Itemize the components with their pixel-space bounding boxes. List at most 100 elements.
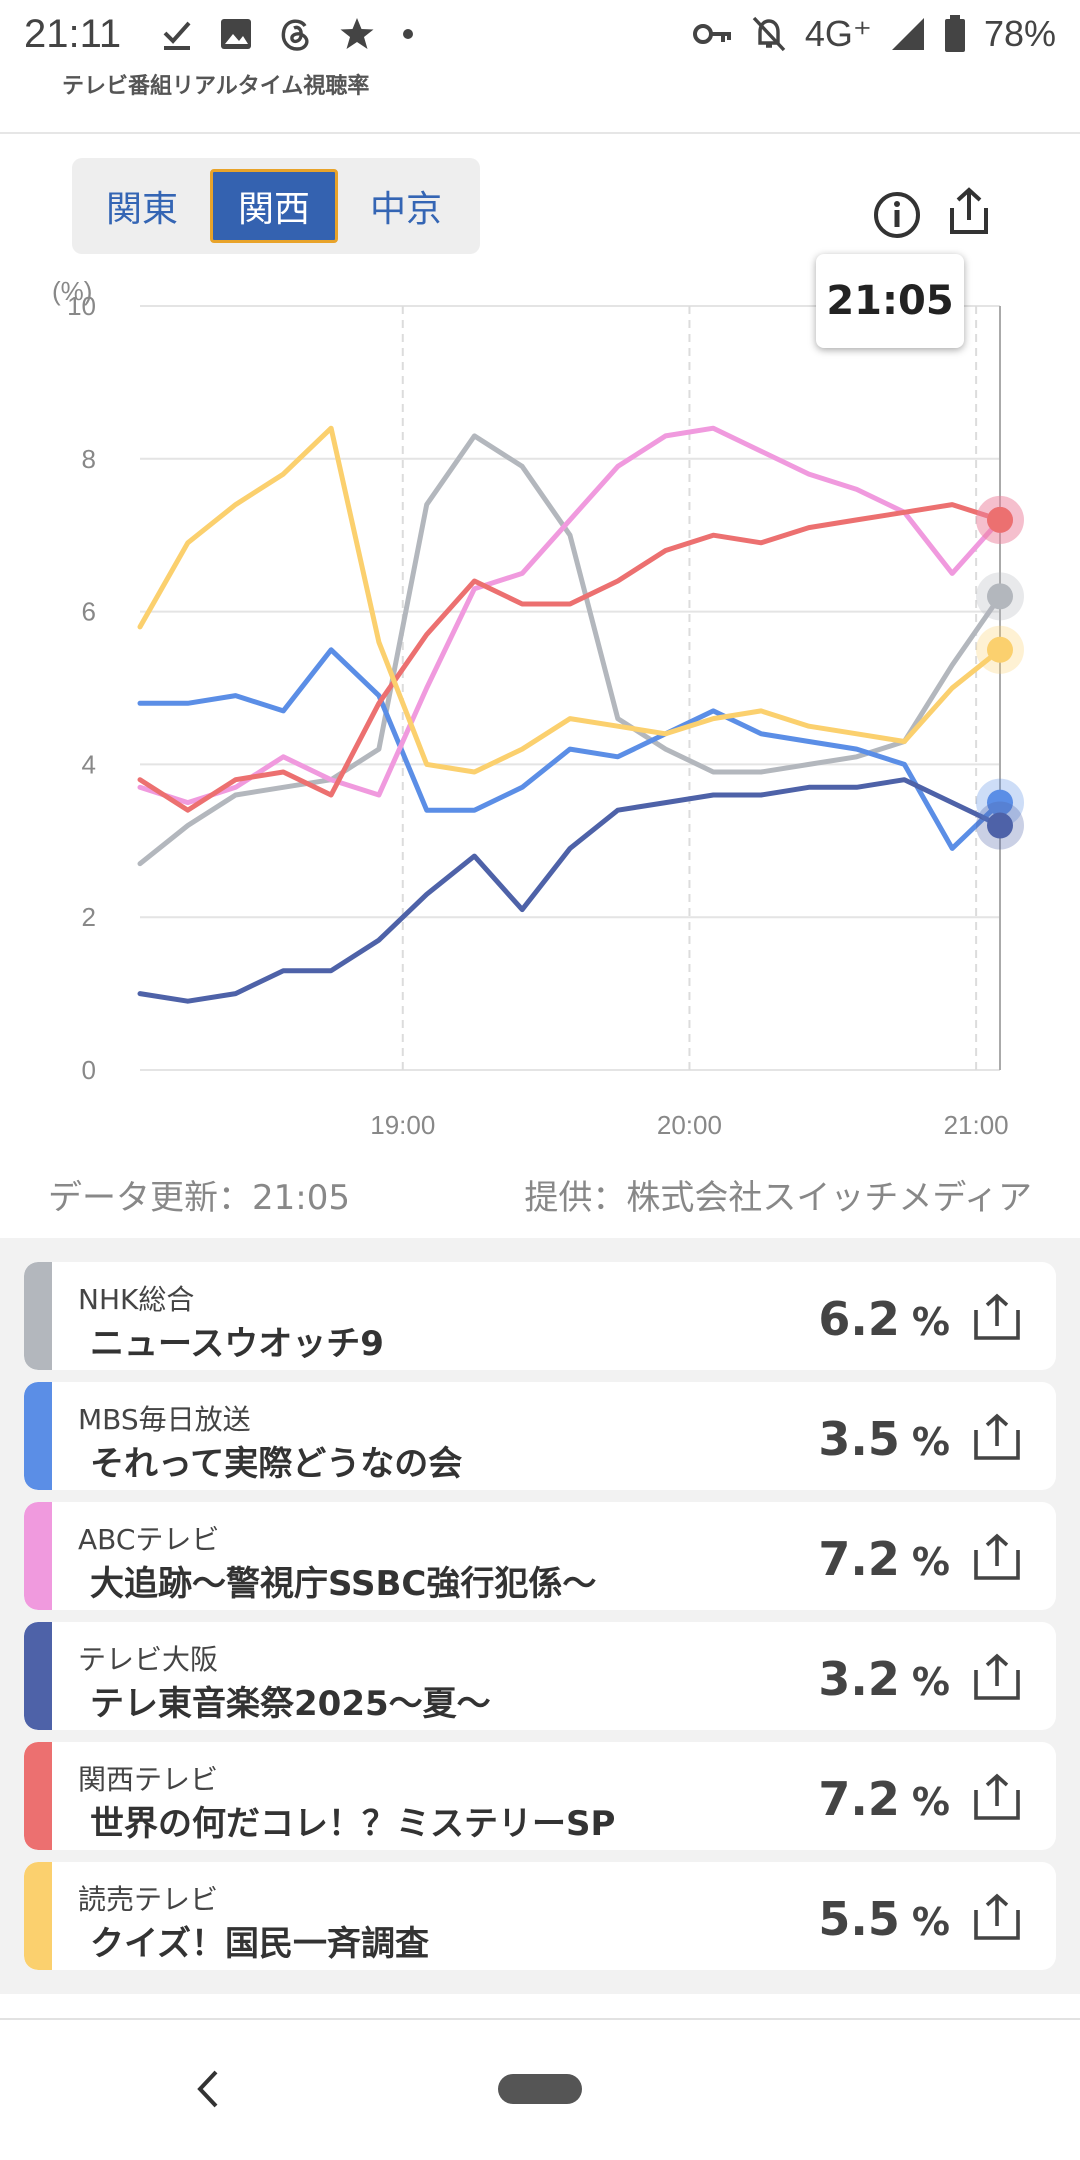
end-marker [987,789,1013,816]
rating-chart: (%) 0 2 4 6 8 10 19:00 20:00 21:00 [52,276,1024,1140]
y-tick-label: 4 [82,749,96,779]
channel-name: MBS毎日放送 [78,1403,251,1436]
program-card[interactable]: ABCテレビ 大追跡～警視庁SSBC強行犯係～ 7.2% [24,1502,1056,1610]
program-card[interactable]: MBS毎日放送 それって実際どうなの会 3.5% [24,1382,1056,1490]
program-card[interactable]: 関西テレビ 世界の何だコレ！？ミステリーSP 7.2% [24,1742,1056,1850]
channel-name: テレビ大阪 [78,1643,219,1676]
rating-number: 3.5 [818,1412,900,1466]
y-axis-unit: (%) [52,276,92,306]
rating-number: 7.2 [818,1772,900,1826]
data-updated-label: データ更新：21:05 [48,1178,350,1218]
channel-color-bar [24,1862,52,1970]
x-tick-label: 21:00 [944,1110,1009,1140]
program-title: 大追跡～警視庁SSBC強行犯係～ [90,1564,597,1604]
x-tick-label: 19:00 [370,1110,435,1140]
rating-value: 5.5% [818,1892,950,1946]
program-title: ニュースウオッチ9 [90,1324,384,1364]
series-line [137,502,1003,813]
dot-icon [403,29,414,39]
share-icon[interactable] [972,1412,1022,1462]
channel-name: NHK総合 [78,1283,195,1316]
share-icon[interactable] [972,1772,1022,1822]
rating-value: 7.2% [818,1772,950,1826]
vpn-key-icon [692,24,731,44]
channel-color-bar [24,1262,52,1370]
y-tick-label: 10 [67,291,96,321]
rating-unit: % [911,1660,950,1704]
rating-value: 3.2% [818,1652,950,1706]
data-provider-label: 提供：株式会社スイッチメディア [524,1178,1032,1218]
share-icon[interactable] [972,1652,1022,1702]
x-tick-label: 20:00 [657,1110,722,1140]
end-marker [987,506,1013,533]
star-icon [340,18,374,49]
share-icon[interactable] [972,1892,1022,1942]
rating-unit: % [911,1540,950,1584]
program-card[interactable]: 読売テレビ クイズ！国民一斉調査 5.5% [24,1862,1056,1970]
share-icon[interactable] [972,1292,1022,1342]
end-marker [987,583,1013,610]
rating-number: 6.2 [818,1292,900,1346]
share-icon[interactable] [972,1532,1022,1582]
battery-icon [944,15,965,52]
series-line [137,647,1003,851]
system-icons: 4G⁺ 78% [692,13,1056,55]
y-tick-label: 2 [82,902,96,932]
download-done-icon [163,21,191,50]
channel-color-bar [24,1742,52,1850]
rating-unit: % [911,1900,950,1944]
tab-kansai[interactable]: 関西 [210,169,338,243]
tab-kanto[interactable]: 関東 [105,189,178,230]
y-tick-label: 8 [82,444,96,474]
info-icon[interactable] [872,190,922,240]
rating-value: 7.2% [818,1532,950,1586]
threads-icon [281,19,309,51]
y-grid: 0 2 4 6 8 10 [67,291,1000,1085]
share-icon[interactable] [944,186,994,238]
channel-color-bar [24,1622,52,1730]
network-type: 4G⁺ [804,13,872,54]
program-title: それって実際どうなの会 [90,1444,463,1484]
program-title: テレ東音楽祭2025～夏～ [90,1684,491,1724]
y-tick-label: 0 [82,1055,96,1085]
rating-unit: % [911,1420,950,1464]
rating-number: 3.2 [818,1652,900,1706]
program-card[interactable]: NHK総合 ニュースウオッチ9 6.2% [24,1262,1056,1370]
series-line [137,777,1003,1004]
nav-divider [0,2018,1080,2020]
rating-value: 6.2% [818,1292,950,1346]
y-tick-label: 6 [82,597,96,627]
back-button[interactable] [186,2064,230,2114]
channel-name: ABCテレビ [78,1523,220,1556]
time-tooltip: 21:05 [816,254,964,348]
home-button[interactable] [498,2074,582,2104]
image-icon [221,19,252,49]
program-card[interactable]: テレビ大阪 テレ東音楽祭2025～夏～ 3.2% [24,1622,1056,1730]
tab-chukyo[interactable]: 中京 [369,189,442,230]
series-line [137,433,1003,867]
program-title: クイズ！国民一斉調査 [90,1924,429,1964]
end-markers [976,495,1024,850]
header-divider [0,132,1080,134]
series-lines [137,425,1003,1004]
end-marker [987,636,1013,663]
notification-icons [161,16,415,52]
end-marker [987,812,1013,839]
channel-color-bar [24,1502,52,1610]
channel-color-bar [24,1382,52,1490]
status-bar: 21:11 4G⁺ 78% [0,0,1080,68]
channel-name: 関西テレビ [78,1763,219,1796]
x-grid: 19:00 20:00 21:00 [370,306,1009,1140]
region-tabs: 関東 関西 中京 [72,158,480,254]
rating-value: 3.5% [818,1412,950,1466]
notifications-off-icon [752,16,786,52]
program-title: 世界の何だコレ！？ミステリーSP [90,1804,616,1844]
status-time: 21:11 [24,11,122,56]
app-label: テレビ番組リアルタイム視聴率 [62,74,370,99]
rating-number: 5.5 [818,1892,900,1946]
channel-name: 読売テレビ [78,1883,219,1916]
program-list: NHK総合 ニュースウオッチ9 6.2% MBS毎日放送 それって実際どうなの会… [0,1238,1080,1994]
rating-unit: % [911,1300,950,1344]
rating-unit: % [911,1780,950,1824]
rating-number: 7.2 [818,1532,900,1586]
